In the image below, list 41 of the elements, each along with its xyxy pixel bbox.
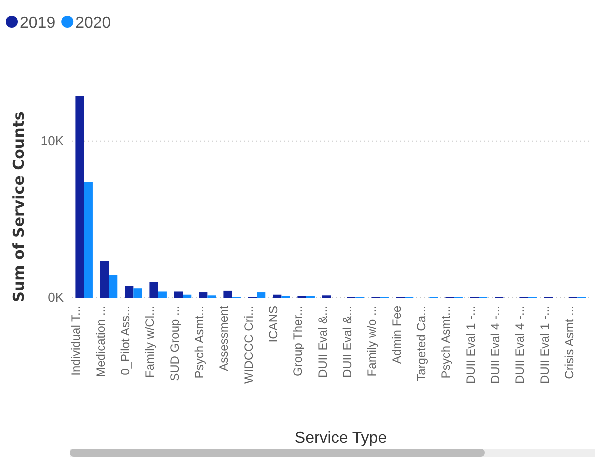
x-tick-label: DUII Eval 1 -...: [538, 306, 552, 384]
x-tick-label: Medication ...: [94, 306, 108, 378]
x-tick-label: Individual T...: [69, 306, 84, 376]
x-axis-title: Service Type: [294, 430, 388, 447]
y-tick-label: 0K: [48, 290, 64, 306]
bar: [150, 282, 158, 298]
x-tick-label: DUII Eval 1 -...: [464, 306, 478, 384]
x-tick-label: DUII Eval 4 -...: [513, 306, 528, 384]
legend-label: 2020: [76, 15, 112, 32]
bar: [199, 292, 208, 298]
bar: [257, 292, 266, 298]
y-tick-label: 10K: [40, 134, 64, 149]
x-tick-label: ICANS: [266, 306, 280, 343]
bar: [125, 286, 134, 298]
x-tick-label: Psych Asmt...: [192, 306, 206, 379]
x-tick-label: Family w/o ...: [365, 306, 380, 377]
x-tick-label: Assessment: [217, 305, 232, 372]
bar: [273, 294, 282, 298]
x-tick-label: Group Ther...: [291, 306, 306, 376]
bar: [183, 294, 192, 298]
x-tick-label: Family w/Cl...: [143, 306, 158, 378]
bar: [174, 292, 183, 298]
bar: [134, 288, 142, 298]
bar: [76, 96, 84, 298]
x-tick-label: Admin Fee: [390, 306, 404, 364]
bar: [158, 292, 167, 298]
x-tick-label: DUII Eval &...: [340, 306, 354, 378]
x-tick-label: Targeted Ca...: [414, 306, 428, 382]
x-tick-label: DUII Eval 4 -...: [488, 306, 502, 384]
x-tick-label: 0_Pilot Ass...: [118, 306, 132, 376]
bar: [224, 290, 232, 298]
x-tick-label: WIDCCC Cri...: [242, 306, 256, 384]
bar: [109, 275, 118, 298]
bar: [100, 261, 109, 298]
legend-label: 2019: [20, 15, 56, 32]
x-tick-label: SUD Group ...: [168, 306, 182, 382]
y-axis-title: Sum of Service Counts: [10, 112, 28, 302]
x-tick-label: Psych Asmt...: [439, 306, 454, 379]
x-tick-label: DUII Eval &...: [316, 306, 330, 378]
x-tick-label: Crisis Asmt ...: [562, 306, 576, 380]
bar: [84, 182, 93, 298]
